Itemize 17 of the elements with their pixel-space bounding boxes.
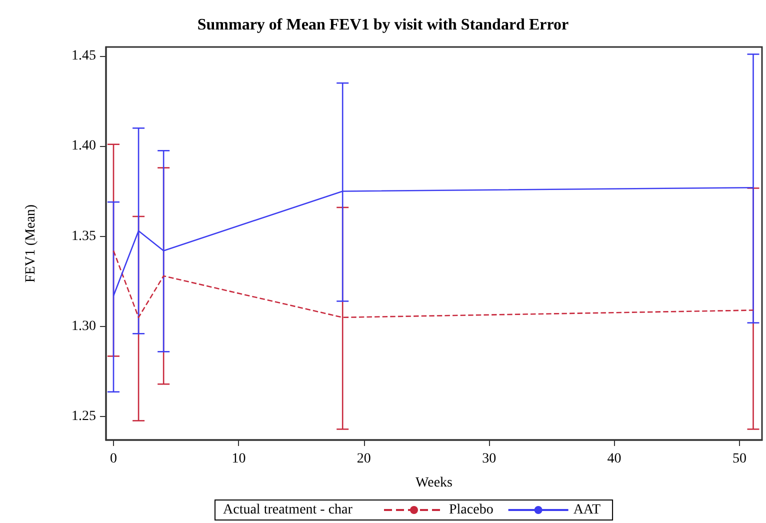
y-tick-label: 1.30: [72, 318, 96, 334]
x-tick-label: 10: [232, 452, 246, 466]
x-tick-label: 50: [732, 452, 746, 466]
x-tick-label: 20: [356, 452, 371, 466]
x-axis-title: Weeks: [416, 476, 452, 490]
y-tick-label: 1.35: [72, 228, 96, 244]
x-tick-label: 30: [482, 452, 496, 466]
x-tick-label: 40: [607, 452, 622, 466]
legend-label: AAT: [573, 502, 601, 518]
chart-title: Summary of Mean FEV1 by visit with Standard Error: [197, 16, 569, 34]
y-tick-label: 1.45: [72, 48, 96, 64]
y-tick-label: 1.40: [72, 138, 96, 154]
y-axis-title: FEV1 (Mean): [24, 204, 38, 283]
x-tick-label: 0: [110, 452, 118, 466]
legend-label: Placebo: [449, 502, 494, 518]
y-tick-label: 1.25: [72, 409, 96, 424]
legend-title: Actual treatment - char: [223, 502, 353, 518]
